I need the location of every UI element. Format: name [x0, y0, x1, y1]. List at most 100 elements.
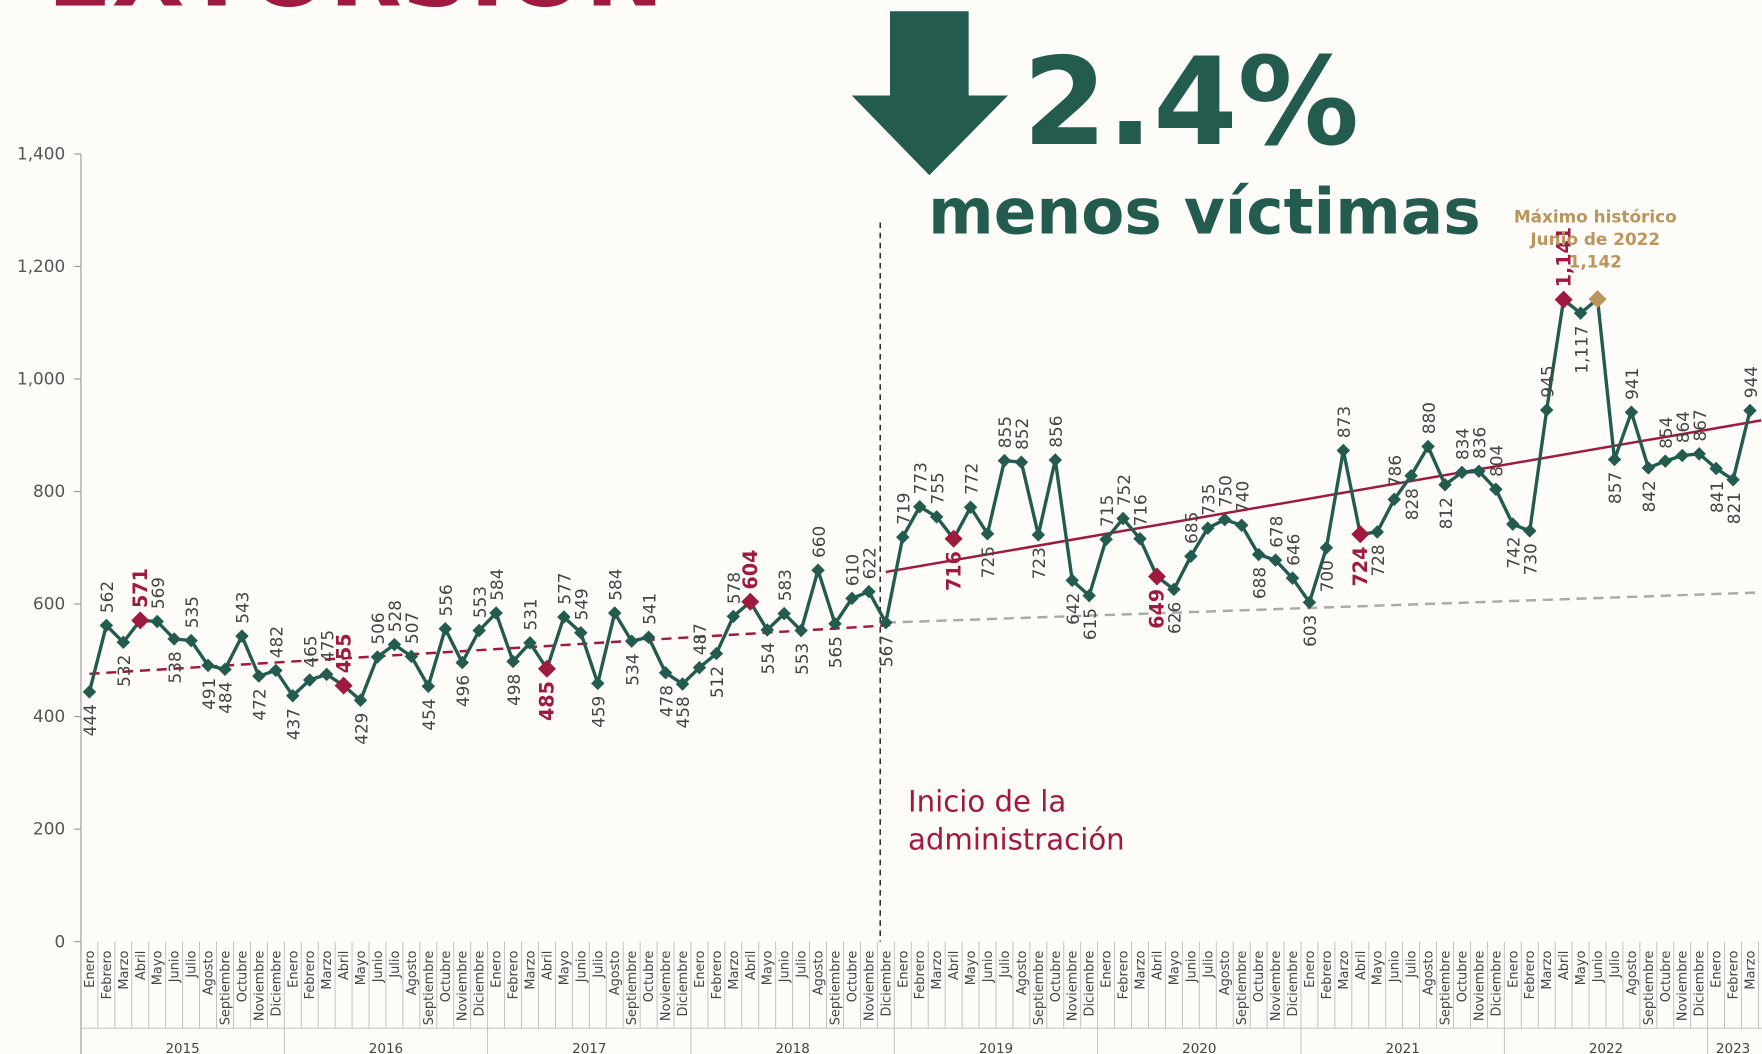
x-tick-label: Febrero: [100, 951, 115, 1000]
x-tick-label: Septiembre: [1439, 951, 1454, 1026]
value-label: 584: [605, 569, 625, 601]
value-label: 482: [267, 626, 287, 658]
point: [1320, 541, 1333, 554]
x-tick-label: Octubre: [642, 951, 657, 1003]
value-label: 700: [1317, 560, 1337, 592]
x-tick-label: Mayo: [964, 951, 979, 986]
y-tick-label: 1,200: [17, 256, 65, 276]
value-label: 1,117: [1571, 326, 1591, 374]
value-label: 604: [739, 550, 762, 590]
value-label: 804: [1487, 445, 1507, 477]
value-label: 725: [978, 546, 998, 578]
value-label: 459: [589, 696, 609, 728]
value-label: 532: [114, 655, 134, 687]
y-tick-label: 600: [33, 594, 65, 614]
value-label: 945: [1537, 365, 1557, 397]
x-tick-label: Octubre: [235, 951, 250, 1003]
chart-title: EXTORSIÓN: [47, 0, 664, 29]
y-tick-label: 800: [33, 481, 65, 501]
value-label: 828: [1402, 488, 1422, 520]
value-label: 755: [927, 472, 947, 504]
x-tick-label: Marzo: [1540, 951, 1555, 990]
x-tick-label: Noviembre: [1066, 951, 1081, 1022]
year-label: 2015: [165, 1041, 199, 1054]
value-label: 716: [1131, 494, 1151, 526]
value-label: 728: [1368, 544, 1388, 576]
x-tick-label: Octubre: [1659, 951, 1674, 1003]
point: [252, 669, 265, 682]
value-label: 567: [877, 635, 897, 667]
x-tick-label: Octubre: [1455, 951, 1470, 1003]
x-tick-label: Agosto: [1625, 951, 1640, 996]
point: [879, 616, 892, 629]
point: [1235, 519, 1248, 532]
point: [1351, 525, 1369, 543]
x-tick-label: Abril: [540, 951, 555, 980]
value-label: 543: [233, 592, 253, 624]
value-label: 472: [250, 688, 270, 720]
x-tick-label: Marzo: [1337, 951, 1352, 990]
x-tick-label: Marzo: [320, 951, 335, 990]
x-tick-label: Agosto: [812, 951, 827, 996]
x-tick-label: Agosto: [202, 951, 217, 996]
point: [1642, 461, 1655, 474]
y-tick-label: 0: [54, 931, 65, 951]
value-label: 873: [1334, 406, 1354, 438]
point: [422, 679, 435, 692]
value-label: 867: [1690, 409, 1710, 441]
y-tick-label: 1,400: [17, 144, 65, 164]
point: [1506, 517, 1519, 530]
value-label: 880: [1419, 402, 1439, 434]
x-tick-label: Abril: [337, 951, 352, 980]
point: [811, 564, 824, 577]
value-label: 944: [1741, 366, 1761, 398]
value-label: 584: [487, 569, 507, 601]
point: [896, 530, 909, 543]
x-tick-label: Septiembre: [1642, 951, 1657, 1026]
x-tick-label: Diciembre: [676, 951, 691, 1017]
x-tick-label: Diciembre: [1489, 951, 1504, 1017]
point: [1676, 449, 1689, 462]
value-label: 857: [1605, 472, 1625, 504]
y-tick-label: 400: [33, 706, 65, 726]
x-tick-label: Mayo: [1167, 951, 1182, 986]
value-label: 660: [809, 526, 829, 558]
value-label: 842: [1639, 480, 1659, 512]
x-tick-label: Junio: [1591, 951, 1606, 984]
value-label: 941: [1622, 368, 1642, 400]
value-label: 534: [622, 654, 642, 686]
value-label: 772: [961, 463, 981, 495]
chart: EXTORSIÓN 2.4% menos víctimas Inicio de …: [0, 0, 1762, 1054]
value-label: 538: [165, 651, 185, 683]
value-label: 723: [1029, 547, 1049, 579]
x-tick-label: Febrero: [507, 951, 522, 1000]
x-tick-label: Enero: [83, 951, 98, 988]
value-label: 458: [673, 696, 693, 728]
x-tick-label: Julio: [591, 951, 606, 979]
x-tick-label: Agosto: [405, 951, 420, 996]
year-label: 2016: [369, 1041, 403, 1054]
x-tick-label: Julio: [1608, 951, 1623, 979]
value-label: 498: [504, 674, 524, 706]
x-tick-label: Abril: [1557, 951, 1572, 980]
x-tick-label: Noviembre: [1676, 951, 1691, 1022]
value-label: 455: [332, 633, 355, 673]
year-label: 2019: [979, 1041, 1013, 1054]
value-label: 487: [690, 623, 710, 655]
value-label: 565: [826, 636, 846, 668]
x-tick-label: Junio: [1184, 951, 1199, 984]
point: [998, 454, 1011, 467]
value-label: 852: [1012, 418, 1032, 450]
y-tick-label: 1,000: [17, 369, 65, 389]
point: [591, 677, 604, 690]
x-tick-label: Enero: [1710, 951, 1725, 988]
value-label: 719: [894, 493, 914, 525]
value-label: 821: [1724, 492, 1744, 524]
annotation: administración: [908, 822, 1125, 856]
x-tick-label: Noviembre: [456, 951, 471, 1022]
value-label: 553: [792, 643, 812, 675]
value-label: 622: [860, 547, 880, 579]
x-tick-label: Julio: [185, 951, 200, 979]
x-tick-label: Febrero: [303, 951, 318, 1000]
x-tick-label: Octubre: [845, 951, 860, 1003]
